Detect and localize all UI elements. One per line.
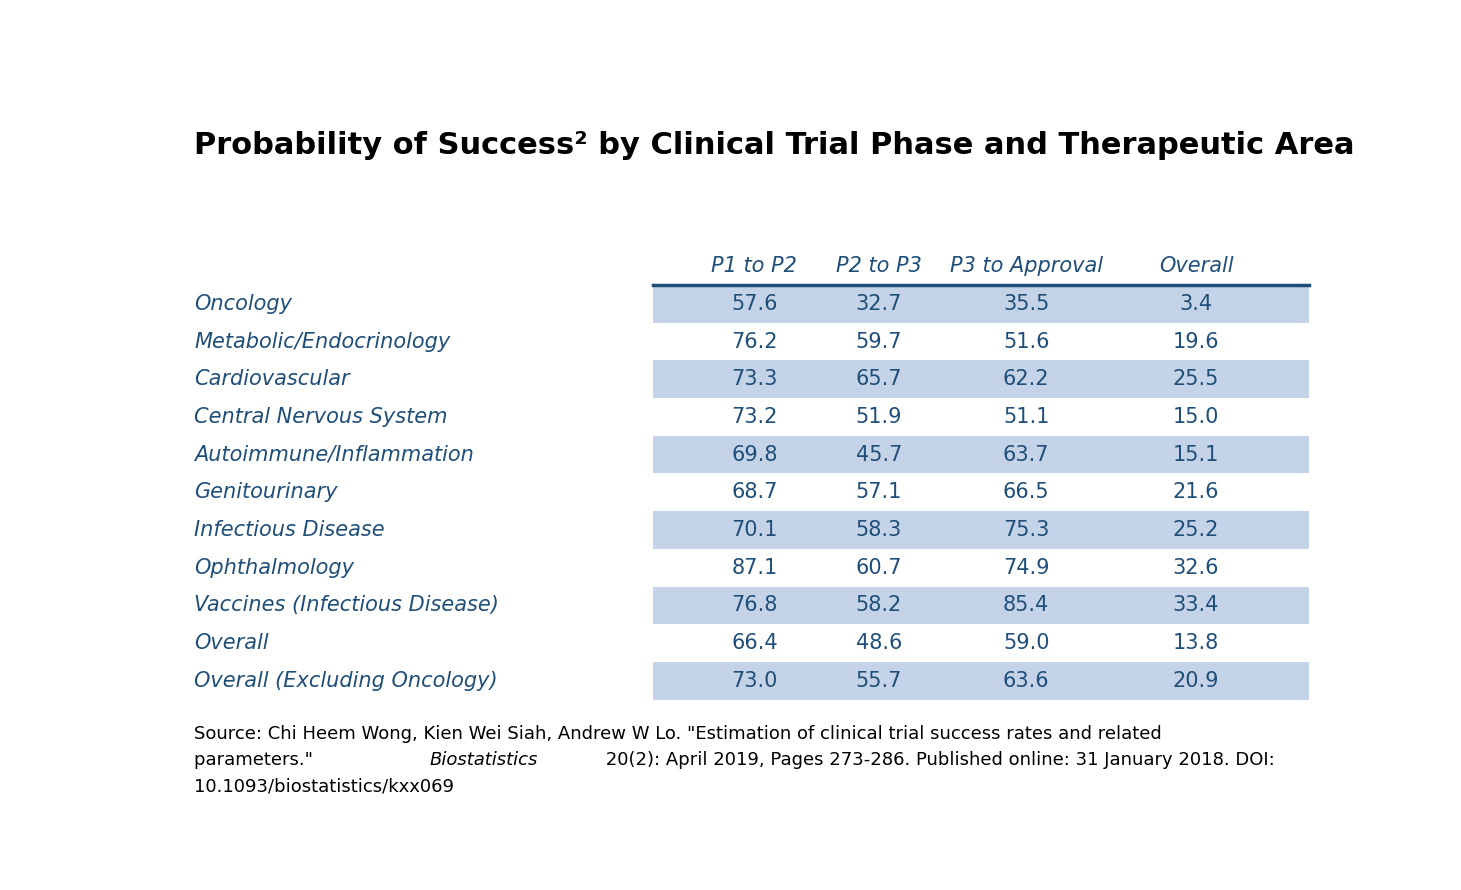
Text: 63.6: 63.6 [1002,671,1049,691]
Text: Genitourinary: Genitourinary [194,482,337,502]
Text: 73.0: 73.0 [732,671,777,691]
Text: Infectious Disease: Infectious Disease [194,520,384,540]
Text: 68.7: 68.7 [732,482,777,502]
Bar [653,473,1309,511]
Text: 66.5: 66.5 [1002,482,1049,502]
Text: 85.4: 85.4 [1004,595,1049,615]
Text: Overall (Excluding Oncology): Overall (Excluding Oncology) [194,671,498,691]
Text: parameters.": parameters." [194,751,318,769]
Text: 45.7: 45.7 [856,445,901,465]
Bar [653,511,1309,549]
Text: Source: Chi Heem Wong, Kien Wei Siah, Andrew W Lo. "Estimation of clinical trial: Source: Chi Heem Wong, Kien Wei Siah, An… [194,725,1161,743]
Text: 70.1: 70.1 [732,520,777,540]
Bar [653,285,1309,323]
Text: 25.2: 25.2 [1173,520,1218,540]
Text: 51.6: 51.6 [1002,331,1049,352]
Text: 58.2: 58.2 [856,595,901,615]
Text: 35.5: 35.5 [1004,294,1049,314]
Text: Overall: Overall [194,633,269,653]
Text: 63.7: 63.7 [1002,445,1049,465]
Text: 57.1: 57.1 [856,482,901,502]
Text: Vaccines (Infectious Disease): Vaccines (Infectious Disease) [194,595,498,615]
Text: 76.2: 76.2 [730,331,777,352]
Text: 69.8: 69.8 [730,445,777,465]
Text: 48.6: 48.6 [856,633,901,653]
Text: 32.6: 32.6 [1173,558,1220,578]
Text: 20(2): April 2019, Pages 273-286. Published online: 31 January 2018. DOI:: 20(2): April 2019, Pages 273-286. Publis… [599,751,1274,769]
Text: 21.6: 21.6 [1173,482,1220,502]
Bar [653,323,1309,360]
Bar [653,436,1309,473]
Text: 32.7: 32.7 [856,294,901,314]
Text: 15.0: 15.0 [1173,407,1218,427]
Text: 19.6: 19.6 [1173,331,1220,352]
Text: Probability of Success² by Clinical Trial Phase and Therapeutic Area: Probability of Success² by Clinical Tria… [194,131,1354,160]
Text: 62.2: 62.2 [1002,369,1049,389]
Bar [653,398,1309,436]
Text: Cardiovascular: Cardiovascular [194,369,349,389]
Text: 74.9: 74.9 [1002,558,1049,578]
Text: 73.2: 73.2 [732,407,777,427]
Text: 51.1: 51.1 [1004,407,1049,427]
Bar [653,549,1309,587]
Text: 51.9: 51.9 [856,407,903,427]
Text: 66.4: 66.4 [730,633,777,653]
Text: 20.9: 20.9 [1173,671,1220,691]
Text: Ophthalmology: Ophthalmology [194,558,354,578]
Text: P1 to P2: P1 to P2 [712,256,798,276]
Text: P3 to Approval: P3 to Approval [950,256,1103,276]
Text: 58.3: 58.3 [856,520,901,540]
Text: 75.3: 75.3 [1004,520,1049,540]
Text: 57.6: 57.6 [730,294,777,314]
Text: 33.4: 33.4 [1173,595,1218,615]
Text: Oncology: Oncology [194,294,292,314]
Text: 60.7: 60.7 [856,558,903,578]
Text: 73.3: 73.3 [732,369,777,389]
Bar [653,662,1309,700]
Text: Overall: Overall [1159,256,1233,276]
Text: P2 to P3: P2 to P3 [836,256,922,276]
Text: 87.1: 87.1 [732,558,777,578]
Text: 3.4: 3.4 [1179,294,1213,314]
Text: Central Nervous System: Central Nervous System [194,407,447,427]
Text: 55.7: 55.7 [856,671,901,691]
Text: 76.8: 76.8 [732,595,777,615]
Text: 13.8: 13.8 [1173,633,1218,653]
Text: 15.1: 15.1 [1173,445,1218,465]
Text: 59.7: 59.7 [856,331,903,352]
Text: Metabolic/Endocrinology: Metabolic/Endocrinology [194,331,450,352]
Text: 65.7: 65.7 [856,369,903,389]
Text: 25.5: 25.5 [1173,369,1218,389]
Bar [653,587,1309,624]
Text: 10.1093/biostatistics/kxx069: 10.1093/biostatistics/kxx069 [194,777,454,795]
Text: Autoimmune/Inflammation: Autoimmune/Inflammation [194,445,473,465]
Bar [653,624,1309,662]
Bar [653,360,1309,398]
Text: 59.0: 59.0 [1002,633,1049,653]
Text: Biostatistics: Biostatistics [430,751,538,769]
